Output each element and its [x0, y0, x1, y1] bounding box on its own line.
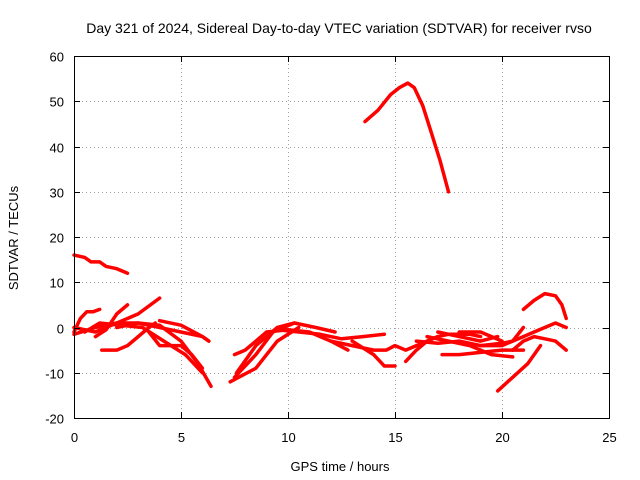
- y-tick-label: 30: [50, 186, 64, 201]
- series-arc-16: [275, 328, 387, 341]
- series-arc-11: [157, 318, 211, 343]
- series-arc-19: [403, 332, 483, 364]
- series-arc-29: [521, 291, 568, 321]
- series-arc-27: [510, 334, 568, 352]
- x-tick-label: 25: [602, 430, 616, 445]
- series-arc-02: [363, 81, 451, 194]
- y-tick-label: 40: [50, 141, 64, 156]
- y-tick-label: 0: [57, 322, 64, 337]
- y-tick-label: -10: [45, 367, 64, 382]
- series-arc-22: [425, 334, 515, 359]
- y-tick-label: 10: [50, 276, 64, 291]
- chart-title: Day 321 of 2024, Sidereal Day-to-day VTE…: [86, 20, 592, 36]
- y-tick-label: 20: [50, 231, 64, 246]
- series-arc-07: [100, 321, 158, 352]
- series-arc-23: [436, 330, 500, 343]
- series-arc-06: [82, 321, 205, 375]
- x-tick-label: 20: [495, 430, 509, 445]
- x-tick-label: 10: [281, 430, 295, 445]
- y-tick-label: 50: [50, 95, 64, 110]
- x-tick-label: 5: [178, 430, 185, 445]
- data-series: [72, 81, 568, 393]
- series-arc-26: [495, 343, 543, 393]
- y-tick-label: 60: [50, 50, 64, 65]
- series-arc-21: [440, 348, 526, 357]
- y-axis-label: SDTVAR / TECUs: [6, 185, 21, 290]
- x-axis-label: GPS time / hours: [291, 459, 390, 474]
- axis-ticks: 0 5 10 15 20 25 -20 -10 0 10 20 30 40 50 60: [45, 50, 617, 446]
- x-tick-label: 0: [71, 430, 78, 445]
- series-arc-08: [93, 303, 130, 339]
- y-tick-label: -20: [45, 412, 64, 427]
- x-tick-label: 15: [388, 430, 402, 445]
- series-arc-10: [147, 330, 205, 370]
- series-arc-14: [234, 321, 297, 375]
- series-arc-24: [457, 330, 504, 343]
- series-arc-25: [478, 325, 526, 348]
- grid: [74, 56, 609, 418]
- series-arc-01: [72, 253, 130, 275]
- series-arc-03: [72, 307, 102, 334]
- series-arc-18: [350, 339, 397, 368]
- series-arc-12: [228, 325, 301, 384]
- series-arc-28: [521, 321, 568, 339]
